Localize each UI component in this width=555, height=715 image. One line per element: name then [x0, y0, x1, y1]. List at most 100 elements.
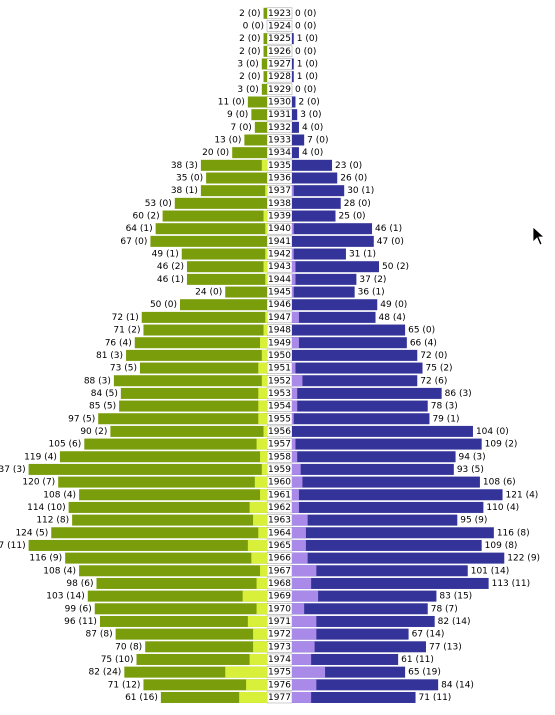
- left-sub-bar: [260, 565, 267, 577]
- left-bar: [72, 514, 268, 526]
- year-label: 1968: [268, 579, 291, 589]
- right-sub-bar: [292, 387, 298, 399]
- value-label: 0 (0): [295, 9, 316, 19]
- year-label: 1970: [268, 604, 291, 614]
- right-sub-bar: [292, 527, 306, 539]
- left-sub-bar: [261, 375, 267, 387]
- year-label: 1940: [268, 224, 291, 234]
- right-bar: [292, 349, 418, 361]
- value-label: 7 (0): [307, 136, 328, 146]
- right-bar: [292, 476, 480, 488]
- right-bar: [292, 134, 305, 146]
- value-label: 78 (3): [431, 402, 458, 412]
- right-sub-bar: [292, 337, 299, 349]
- left-sub-bar: [265, 273, 267, 285]
- left-bar: [98, 413, 267, 425]
- right-bar: [292, 71, 294, 83]
- value-label: 108 (6): [483, 478, 516, 488]
- left-bar: [115, 628, 268, 640]
- left-bar: [186, 261, 267, 273]
- year-label: 1956: [268, 427, 291, 437]
- value-label: 64 (1): [126, 224, 153, 234]
- right-bar: [292, 539, 482, 551]
- right-sub-bar: [292, 438, 296, 450]
- left-bar: [28, 539, 268, 551]
- right-sub-bar: [292, 463, 301, 475]
- right-bar: [292, 666, 406, 678]
- value-label: 72 (1): [112, 313, 139, 323]
- left-sub-bar: [263, 324, 267, 336]
- year-label: 1954: [268, 402, 291, 412]
- value-label: 38 (3): [171, 161, 198, 171]
- right-bar: [292, 286, 355, 298]
- value-label: 116 (9): [29, 554, 62, 564]
- value-label: 104 (0): [476, 427, 509, 437]
- left-bar: [200, 159, 267, 171]
- left-bar: [181, 248, 267, 260]
- year-label: 1934: [268, 148, 291, 158]
- left-sub-bar: [239, 691, 267, 703]
- year-label: 1950: [268, 351, 291, 361]
- right-sub-bar: [292, 476, 303, 488]
- right-bar: [292, 185, 345, 197]
- year-label: 1942: [268, 250, 291, 260]
- year-label: 1962: [268, 503, 291, 513]
- left-bar: [174, 197, 267, 209]
- right-sub-bar: [292, 286, 294, 298]
- value-label: 4 (0): [302, 148, 323, 158]
- value-label: 77 (13): [429, 642, 462, 652]
- left-bar: [254, 121, 267, 133]
- right-sub-bar: [292, 501, 299, 513]
- mouse-cursor: [532, 226, 546, 246]
- left-bar: [51, 527, 267, 539]
- year-label: 1943: [268, 262, 291, 272]
- right-sub-bar: [292, 565, 317, 577]
- value-label: 97 (5): [68, 414, 95, 424]
- right-sub-bar: [292, 451, 298, 463]
- left-bar: [84, 438, 267, 450]
- left-sub-bar: [265, 311, 267, 323]
- right-sub-bar: [292, 311, 299, 323]
- year-label: 1939: [268, 212, 291, 222]
- left-bar: [139, 362, 267, 374]
- left-bar: [155, 223, 267, 235]
- value-label: 85 (5): [89, 402, 116, 412]
- right-bar: [292, 96, 296, 108]
- left-bar: [160, 691, 267, 703]
- right-sub-bar: [292, 641, 315, 653]
- year-label: 1949: [268, 338, 291, 348]
- year-label: 1977: [268, 693, 291, 703]
- right-sub-bar: [292, 489, 299, 501]
- left-bar: [145, 641, 267, 653]
- right-sub-bar: [292, 653, 312, 665]
- value-label: 47 (0): [377, 237, 404, 247]
- year-label: 1930: [268, 98, 291, 108]
- left-bar: [143, 679, 267, 691]
- left-bar: [200, 185, 267, 197]
- left-bar: [124, 666, 267, 678]
- left-bar: [143, 324, 267, 336]
- value-label: 72 (0): [420, 351, 447, 361]
- left-bar: [126, 349, 267, 361]
- year-label: 1924: [268, 22, 291, 32]
- value-label: 3 (0): [237, 85, 258, 95]
- right-sub-bar: [292, 185, 294, 197]
- value-label: 90 (2): [80, 427, 107, 437]
- left-bar: [263, 45, 267, 57]
- year-label: 1944: [268, 275, 291, 285]
- right-bar: [292, 653, 399, 665]
- left-sub-bar: [260, 451, 267, 463]
- year-label: 1952: [268, 376, 291, 386]
- value-label: 4 (0): [302, 123, 323, 133]
- left-sub-bar: [256, 603, 267, 615]
- value-label: 109 (8): [485, 541, 518, 551]
- left-bar: [261, 58, 267, 70]
- year-label: 1938: [268, 199, 291, 209]
- left-bar: [186, 273, 267, 285]
- left-bar: [110, 425, 268, 437]
- value-label: 0 (0): [295, 22, 316, 32]
- value-label: 26 (0): [340, 174, 367, 184]
- right-sub-bar: [292, 666, 326, 678]
- year-label: 1947: [268, 313, 291, 323]
- right-sub-bar: [292, 603, 305, 615]
